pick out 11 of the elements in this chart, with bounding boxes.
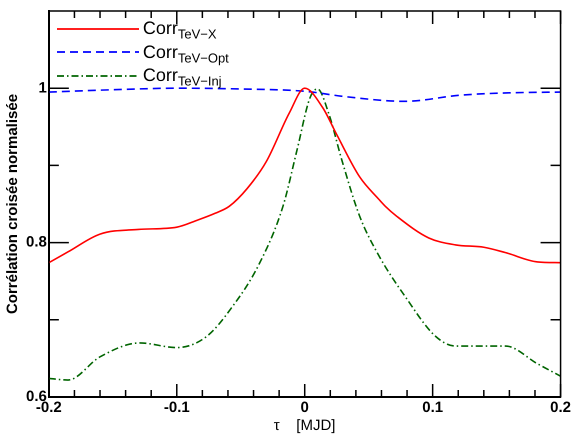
legend-label: Corr$_{TeV−Opt}$ — [142, 40, 229, 66]
x-tick-label: 0 — [300, 399, 309, 416]
legend-label: Corr$_{TeV−X}$ — [142, 17, 217, 42]
x-tick-label: 0.2 — [550, 399, 572, 416]
y-axis-title: Corrélation croisée normalisée — [4, 94, 22, 314]
y-tick-label: 0.8 — [26, 234, 47, 251]
x-tick-label: 0.1 — [422, 399, 444, 416]
x-tick-label: -0.1 — [164, 399, 190, 416]
x-axis-title: τ [MJD] — [274, 417, 336, 434]
y-tick-label: 1 — [38, 79, 47, 96]
legend-label: Corr$_{TeV−Inj}$ — [142, 65, 222, 89]
